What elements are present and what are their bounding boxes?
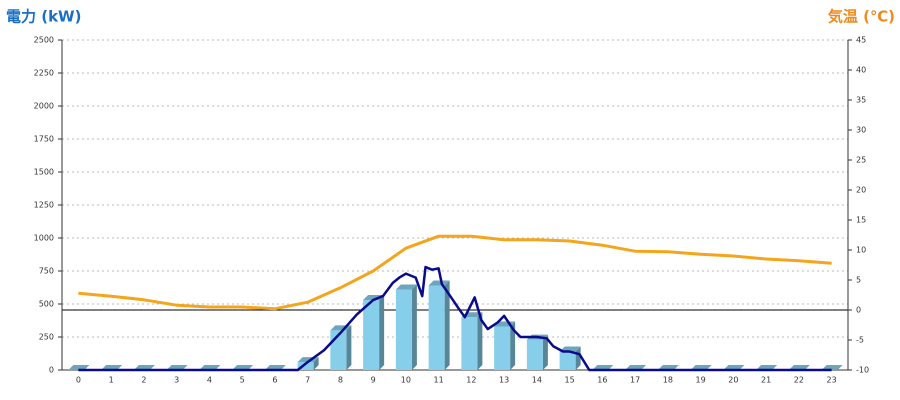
- x-tick-label: 17: [630, 376, 640, 385]
- x-tick-label: 1: [109, 376, 114, 385]
- bar-side: [411, 284, 417, 370]
- y-tick-label: 250: [39, 333, 54, 342]
- y-tick-label: 1500: [34, 168, 54, 177]
- bar-side: [379, 295, 385, 370]
- y2-tick-label: 35: [856, 96, 866, 105]
- y-tick-label: 1250: [34, 201, 54, 210]
- y2-axis-title: 気温 (℃): [828, 8, 895, 26]
- bar-side: [444, 280, 450, 370]
- x-tick-label: 12: [466, 376, 476, 385]
- bar: [395, 289, 412, 370]
- x-tick-label: 22: [794, 376, 804, 385]
- y2-tick-label: 40: [856, 66, 866, 75]
- y2-tick-label: -5: [856, 336, 864, 345]
- x-tick-label: 2: [141, 376, 146, 385]
- x-tick-label: 11: [434, 376, 444, 385]
- y2-tick-label: 45: [856, 36, 866, 45]
- y2-tick-label: 20: [856, 186, 866, 195]
- y2-tick-label: 30: [856, 126, 866, 135]
- x-tick-label: 7: [305, 376, 310, 385]
- x-tick-label: 4: [207, 376, 212, 385]
- x-tick-label: 19: [696, 376, 706, 385]
- bar-side: [510, 321, 516, 370]
- y2-tick-label: 15: [856, 216, 866, 225]
- x-tick-label: 16: [597, 376, 607, 385]
- bar: [461, 317, 478, 370]
- x-tick-label: 8: [338, 376, 343, 385]
- y-tick-label: 2250: [34, 69, 54, 78]
- bar: [526, 339, 543, 370]
- x-tick-label: 15: [565, 376, 575, 385]
- bar: [297, 362, 314, 370]
- y2-tick-label: 25: [856, 156, 866, 165]
- bar-side: [542, 334, 548, 370]
- bar: [559, 351, 576, 370]
- y-tick-label: 500: [39, 300, 54, 309]
- y-tick-label: 1000: [34, 234, 54, 243]
- y-tick-label: 750: [39, 267, 54, 276]
- bar-top: [428, 280, 450, 286]
- bar: [428, 285, 445, 370]
- line: [78, 265, 832, 372]
- line: [78, 234, 832, 311]
- x-tick-label: 0: [76, 376, 81, 385]
- x-tick-label: 3: [174, 376, 179, 385]
- y-axis-title: 電力 (kW): [6, 8, 81, 26]
- x-tick-label: 23: [827, 376, 837, 385]
- x-tick-label: 6: [272, 376, 277, 385]
- bar-side: [477, 312, 483, 370]
- y2-tick-label: 5: [856, 276, 861, 285]
- bar: [363, 300, 380, 370]
- x-tick-label: 14: [532, 376, 542, 385]
- x-tick-label: 10: [401, 376, 411, 385]
- x-tick-label: 5: [240, 376, 245, 385]
- y-tick-label: 2500: [34, 36, 54, 45]
- bar: [494, 326, 511, 370]
- y-tick-label: 1750: [34, 135, 54, 144]
- bar-top: [395, 284, 417, 290]
- bar-side: [313, 357, 319, 370]
- x-tick-label: 9: [371, 376, 376, 385]
- bar-side: [346, 325, 352, 370]
- x-tick-label: 13: [499, 376, 509, 385]
- x-tick-label: 21: [761, 376, 771, 385]
- y2-tick-label: 10: [856, 246, 866, 255]
- y-tick-label: 0: [49, 366, 54, 375]
- y2-tick-label: -10: [856, 366, 869, 375]
- y2-tick-label: 0: [856, 306, 861, 315]
- x-tick-label: 20: [728, 376, 738, 385]
- y-tick-label: 2000: [34, 102, 54, 111]
- x-tick-label: 18: [663, 376, 673, 385]
